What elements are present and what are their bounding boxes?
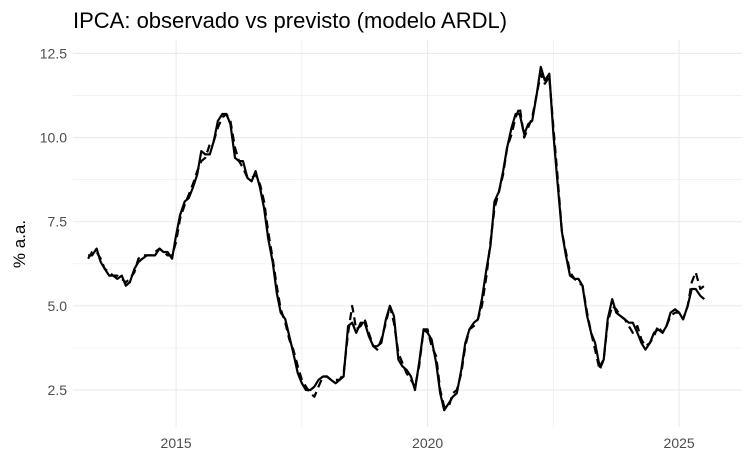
y-tick-label: 12.5 [40,45,67,61]
grid [73,40,742,427]
series-line-dashed [87,72,706,408]
chart-title: IPCA: observado vs previsto (modelo ARDL… [73,8,507,33]
y-axis-ticks: 2.5 5.0 7.5 10.0 12.5 [40,45,67,398]
x-tick-label: 2015 [161,435,192,451]
y-tick-label: 10.0 [40,130,67,146]
series-line-solid [88,65,706,412]
x-axis-ticks: 2015 2020 2025 [161,435,695,451]
y-tick-label: 5.0 [48,298,68,314]
x-tick-label: 2020 [412,435,443,451]
y-axis-label: % a.a. [10,220,29,268]
y-tick-label: 2.5 [48,382,68,398]
y-tick-label: 7.5 [48,214,68,230]
x-tick-label: 2025 [664,435,695,451]
series-group [87,65,706,412]
